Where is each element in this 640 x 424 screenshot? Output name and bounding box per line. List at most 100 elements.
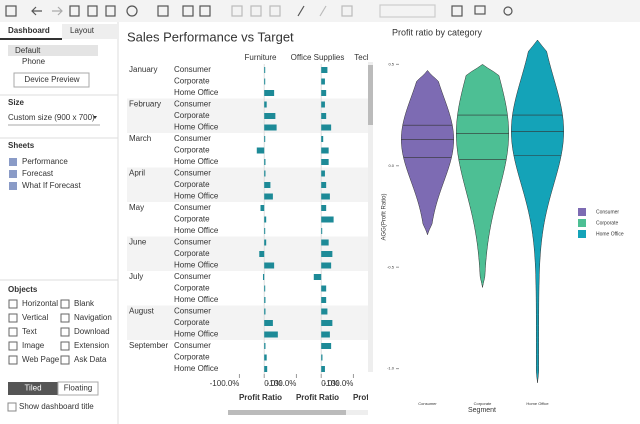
save[interactable]	[69, 5, 80, 17]
object-icon	[8, 299, 18, 309]
refresh[interactable]	[126, 5, 138, 17]
object[interactable]: Web Page	[22, 355, 60, 364]
legend-label: Corporate	[596, 220, 618, 226]
tab[interactable]: Dashboard	[8, 26, 50, 35]
dropdown[interactable]	[379, 4, 436, 18]
device[interactable]: Default	[15, 46, 41, 55]
clip[interactable]	[319, 5, 327, 17]
checkbox-label[interactable]: Show dashboard title	[19, 402, 94, 411]
y-tick-label: -1.0	[387, 366, 395, 371]
bar	[321, 228, 323, 234]
button-label[interactable]: Device Preview	[24, 75, 79, 84]
bar	[321, 239, 329, 246]
tiled-btn[interactable]	[8, 382, 58, 395]
segment-label: Consumer	[174, 272, 211, 281]
segment-label: Home Office	[174, 295, 219, 304]
object[interactable]: Vertical	[22, 313, 48, 322]
floating-btn[interactable]	[57, 381, 99, 396]
bar-area: January Consumer Corporate Home Office Febru…	[127, 53, 394, 402]
y-tick-label: -0.5	[387, 264, 395, 269]
sheet[interactable]: Forecast	[22, 169, 54, 178]
present[interactable]	[474, 5, 486, 15]
mode[interactable]: Tiled	[24, 384, 41, 393]
object[interactable]: Ask Data	[74, 355, 107, 364]
bar	[321, 124, 332, 131]
object-icon	[60, 341, 70, 351]
size-dropdown[interactable]: Custom size (900 x 700)	[8, 113, 95, 122]
sheet-icon	[9, 182, 17, 190]
bar	[262, 274, 265, 280]
bar	[264, 159, 266, 165]
icon[interactable]	[5, 5, 17, 17]
device[interactable]: Phone	[22, 57, 46, 66]
violin	[456, 64, 509, 288]
bar	[321, 67, 328, 73]
object[interactable]: Text	[22, 327, 37, 336]
y-tick-label: 0.5	[388, 61, 394, 66]
object[interactable]: Navigation	[74, 313, 112, 322]
segment-label: Home Office	[174, 88, 219, 97]
object[interactable]: Download	[74, 327, 110, 336]
add[interactable]	[157, 5, 169, 17]
axis-title: Profit Ratio	[296, 393, 339, 402]
object-icon	[60, 313, 70, 323]
segment-label: Consumer	[174, 100, 211, 109]
legend-swatch	[578, 208, 586, 216]
label[interactable]	[341, 5, 353, 17]
scrollbar[interactable]	[368, 62, 373, 372]
dup[interactable]	[105, 5, 116, 17]
h-scroll-thumb[interactable]	[228, 410, 346, 415]
axis-title: Profit Ratio	[239, 393, 282, 402]
bar	[264, 228, 266, 234]
bar	[264, 308, 266, 315]
bar	[260, 205, 265, 211]
object-icon	[8, 313, 18, 323]
sheet[interactable]: What If Forecast	[22, 181, 81, 190]
object[interactable]: Image	[22, 341, 45, 350]
bar	[321, 193, 330, 200]
tab[interactable]: Layout	[70, 26, 95, 35]
bar	[321, 90, 327, 96]
group[interactable]	[231, 5, 243, 17]
sort2[interactable]	[269, 5, 281, 17]
pen[interactable]	[297, 5, 305, 17]
clear[interactable]	[199, 5, 211, 17]
checkbox[interactable]	[7, 402, 17, 412]
segment-label: Consumer	[174, 134, 211, 143]
button[interactable]	[13, 72, 90, 88]
x-tick-label: -100.0%	[267, 379, 297, 388]
panel-header: Technology	[354, 53, 394, 62]
bar	[321, 147, 329, 154]
object-icon	[8, 327, 18, 337]
bar	[321, 182, 327, 188]
month-label: April	[129, 169, 145, 178]
bar	[321, 113, 327, 119]
scroll-thumb[interactable]	[368, 65, 373, 125]
legend-swatch	[578, 219, 586, 227]
forward[interactable]	[52, 6, 63, 16]
segment-label: Home Office	[174, 157, 219, 166]
sort[interactable]	[250, 5, 262, 17]
share[interactable]	[503, 6, 513, 16]
bar	[321, 251, 333, 257]
month-label: January	[129, 65, 157, 74]
segment-label: Consumer	[174, 203, 211, 212]
month-label: February	[129, 100, 161, 109]
bar	[321, 285, 327, 292]
x-tick-label: Consumer	[418, 401, 437, 406]
segment-label: Home Office	[174, 364, 219, 373]
show-me[interactable]	[451, 5, 463, 17]
new[interactable]	[87, 5, 98, 17]
object-icon	[8, 341, 18, 351]
object[interactable]: Extension	[74, 341, 109, 350]
sheet-icon	[9, 170, 17, 178]
back[interactable]	[31, 6, 42, 16]
bar	[264, 354, 267, 361]
sheet[interactable]: Performance	[22, 157, 68, 166]
object[interactable]: Blank	[74, 299, 95, 308]
mode[interactable]: Floating	[64, 384, 92, 393]
swap[interactable]	[182, 5, 194, 17]
object[interactable]: Horizontal	[22, 299, 58, 308]
segment-label: Corporate	[174, 353, 210, 362]
bar	[321, 136, 324, 142]
